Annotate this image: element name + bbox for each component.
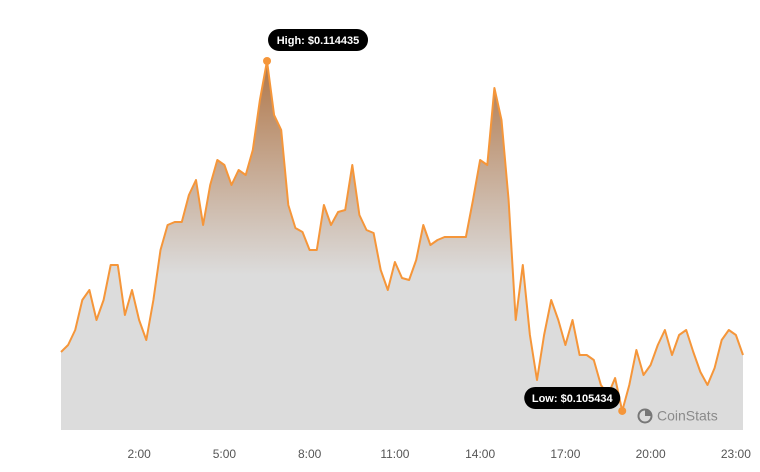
watermark-icon-slice xyxy=(645,409,652,416)
area-fill xyxy=(61,61,743,430)
low-point xyxy=(618,406,627,415)
x-tick-label: 5:00 xyxy=(213,447,237,461)
watermark: CoinStats xyxy=(637,408,718,424)
low-label-bg xyxy=(524,386,621,409)
x-tick-label: 11:00 xyxy=(380,447,409,461)
high-label: High: $0.114435 xyxy=(277,35,360,47)
high-point xyxy=(263,57,272,66)
x-tick-label: 20:00 xyxy=(636,447,666,461)
x-tick-label: 14:00 xyxy=(465,447,495,461)
x-tick-label: 17:00 xyxy=(550,447,580,461)
x-tick-label: 2:00 xyxy=(127,447,151,461)
x-tick-label: 8:00 xyxy=(298,447,322,461)
price-line xyxy=(60,60,744,412)
high-label-bg xyxy=(268,29,369,52)
low-label: Low: $0.105434 xyxy=(532,393,614,405)
x-tick-label: 23:00 xyxy=(721,447,751,461)
watermark-text: CoinStats xyxy=(657,408,718,424)
